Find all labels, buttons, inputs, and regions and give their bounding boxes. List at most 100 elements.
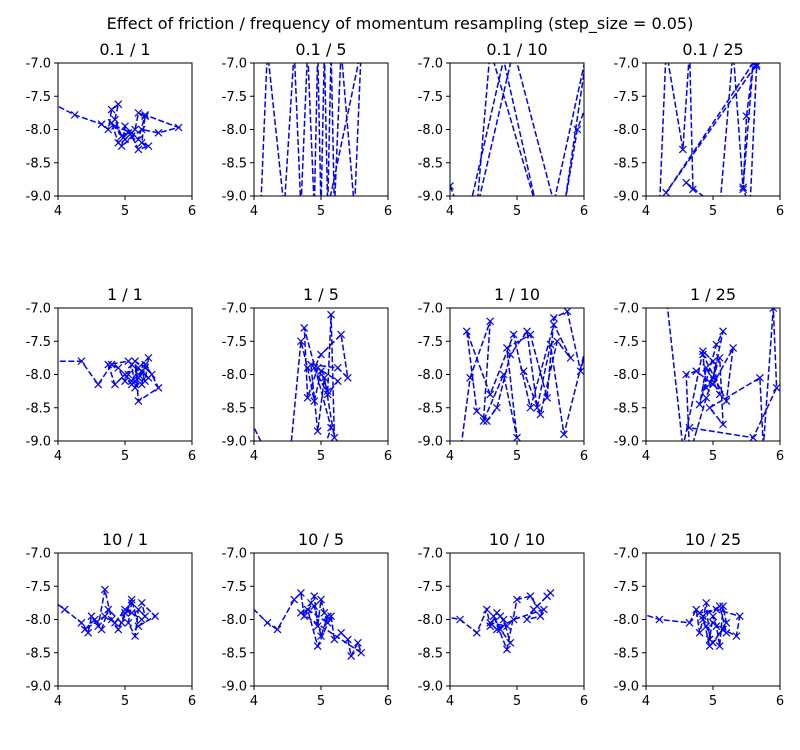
data-point-marker bbox=[526, 403, 535, 412]
x-tick-label: 5 bbox=[121, 204, 129, 219]
data-point-marker bbox=[729, 343, 738, 352]
data-point-marker bbox=[121, 370, 129, 379]
data-point-marker bbox=[486, 622, 495, 631]
y-tick-label: -8.5 bbox=[26, 646, 51, 661]
data-point-marker bbox=[486, 317, 495, 326]
subplot-title: 10 / 1 bbox=[102, 530, 148, 549]
data-point-marker bbox=[553, 337, 562, 346]
y-tick-label: -7.5 bbox=[222, 335, 247, 350]
data-point-marker bbox=[682, 178, 691, 187]
data-point-marker bbox=[313, 622, 322, 631]
data-point-marker bbox=[479, 417, 488, 425]
data-point-marker bbox=[523, 327, 531, 336]
data-point-marker bbox=[127, 380, 136, 389]
data-point-marker bbox=[327, 423, 335, 432]
data-point-marker bbox=[347, 652, 356, 660]
data-point-marker bbox=[333, 363, 342, 372]
y-tick-label: -8.5 bbox=[222, 156, 247, 171]
data-point-marker bbox=[715, 642, 724, 651]
subplot-panel: 0.1 / 25 4 5 6 -9.0 -8.5 -8.0 -7.5 -7.0 bbox=[614, 40, 785, 219]
series-group bbox=[666, 308, 780, 441]
data-point-marker bbox=[722, 397, 731, 406]
data-point-marker bbox=[755, 373, 764, 382]
x-tick-label: 6 bbox=[188, 694, 196, 709]
data-point-marker bbox=[104, 360, 113, 369]
data-point-marker bbox=[97, 120, 106, 129]
data-point-marker bbox=[121, 608, 129, 617]
data-point-marker bbox=[154, 128, 163, 137]
data-point-marker bbox=[719, 420, 727, 429]
data-point-marker bbox=[715, 390, 724, 399]
y-tick-label: -8.0 bbox=[614, 123, 639, 138]
data-point-marker bbox=[353, 638, 362, 647]
data-point-marker bbox=[709, 357, 717, 366]
data-point-marker bbox=[489, 612, 498, 621]
subplot-title: 1 / 10 bbox=[494, 285, 540, 304]
subplot-panel: 1 / 5 4 5 6 -9.0 -8.5 -8.0 -7.5 -7.0 bbox=[222, 285, 393, 464]
data-point-marker bbox=[739, 185, 748, 194]
data-point-marker bbox=[526, 592, 535, 601]
data-point-marker bbox=[752, 63, 761, 69]
data-point-marker bbox=[496, 612, 505, 621]
subplot-title: 1 / 5 bbox=[303, 285, 339, 304]
y-tick-label: -9.0 bbox=[614, 435, 639, 450]
data-point-marker bbox=[131, 357, 139, 366]
data-point-marker bbox=[699, 612, 707, 621]
y-tick-label: -8.5 bbox=[418, 646, 443, 661]
data-point-marker bbox=[137, 125, 146, 134]
y-tick-label: -7.5 bbox=[26, 335, 51, 350]
data-point-marker bbox=[121, 377, 129, 386]
data-point-marker bbox=[134, 145, 143, 154]
data-point-marker bbox=[60, 605, 69, 614]
y-tick-label: -8.5 bbox=[26, 156, 51, 171]
data-point-marker bbox=[492, 403, 501, 412]
y-tick-label: -7.5 bbox=[614, 335, 639, 350]
data-point-marker bbox=[127, 598, 136, 607]
y-tick-label: -7.5 bbox=[418, 335, 443, 350]
data-point-marker bbox=[174, 123, 183, 132]
data-point-marker bbox=[134, 605, 143, 614]
y-tick-label: -8.5 bbox=[222, 646, 247, 661]
subplot-panel: 0.1 / 5 4 5 6 -9.0 -8.5 -8.0 -7.5 -7.0 bbox=[222, 40, 393, 219]
y-tick-label: -9.0 bbox=[418, 680, 443, 695]
y-tick-label: -9.0 bbox=[26, 680, 51, 695]
y-tick-label: -8.5 bbox=[614, 156, 639, 171]
data-point-marker bbox=[127, 128, 136, 137]
data-point-marker bbox=[519, 367, 528, 376]
data-point-marker bbox=[310, 363, 319, 372]
data-point-marker bbox=[472, 628, 481, 637]
x-tick-label: 5 bbox=[317, 449, 325, 464]
data-point-marker bbox=[134, 108, 143, 117]
data-point-marker bbox=[327, 612, 335, 621]
data-point-marker bbox=[503, 343, 511, 352]
data-point-marker bbox=[134, 397, 143, 406]
x-tick-label: 6 bbox=[776, 449, 784, 464]
series-group bbox=[461, 308, 584, 441]
x-tick-label: 4 bbox=[446, 204, 454, 219]
data-point-marker bbox=[337, 330, 346, 339]
data-point-marker bbox=[124, 618, 133, 627]
data-point-marker bbox=[313, 427, 322, 435]
series-group bbox=[450, 588, 555, 654]
y-tick-label: -9.0 bbox=[26, 190, 51, 205]
data-point-marker bbox=[357, 648, 366, 657]
x-tick-label: 5 bbox=[513, 449, 521, 464]
data-point-marker bbox=[739, 183, 748, 192]
data-point-marker bbox=[702, 383, 711, 392]
series-group bbox=[646, 598, 744, 651]
data-point-marker bbox=[317, 632, 325, 641]
x-tick-label: 6 bbox=[776, 694, 784, 709]
data-point-marker bbox=[546, 588, 555, 597]
x-tick-label: 5 bbox=[317, 204, 325, 219]
y-tick-label: -8.0 bbox=[222, 613, 247, 628]
y-tick-label: -8.5 bbox=[614, 646, 639, 661]
x-tick-label: 4 bbox=[446, 694, 454, 709]
data-point-marker bbox=[313, 363, 322, 372]
data-point-marker bbox=[273, 625, 282, 634]
x-tick-label: 4 bbox=[446, 449, 454, 464]
y-tick-label: -9.0 bbox=[614, 190, 639, 205]
y-tick-label: -7.0 bbox=[26, 57, 51, 72]
data-point-marker bbox=[722, 628, 731, 637]
subplot-title: 0.1 / 5 bbox=[295, 40, 346, 59]
